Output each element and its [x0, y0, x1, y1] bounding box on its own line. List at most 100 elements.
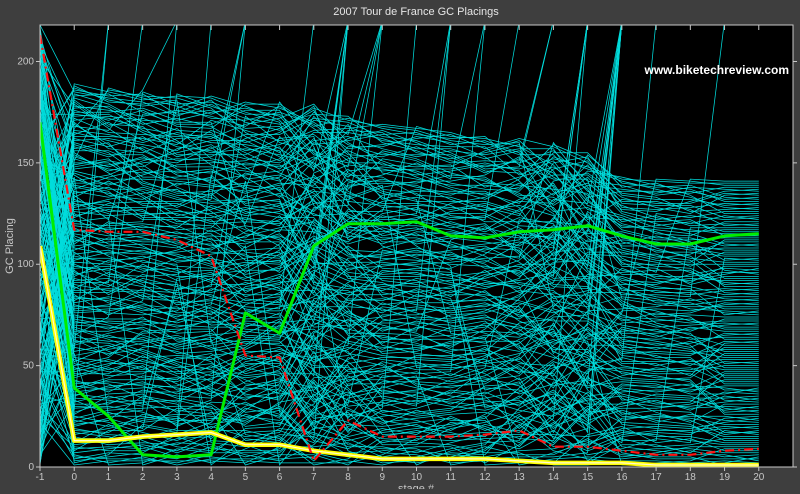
- field-line: [40, 184, 759, 285]
- x-tick-label: 6: [277, 472, 283, 483]
- field-line: [40, 183, 759, 466]
- field-line: [40, 134, 759, 456]
- field-line: [40, 25, 622, 440]
- x-tick-label: 11: [446, 472, 457, 483]
- field-line: [40, 142, 759, 409]
- x-tick-label: 3: [174, 472, 180, 483]
- field-line: [40, 150, 759, 388]
- field-line: [40, 71, 759, 435]
- field-line: [40, 93, 759, 316]
- field-line: [40, 116, 759, 448]
- field-line: [40, 25, 622, 434]
- field-line: [40, 25, 451, 328]
- field-line: [40, 25, 348, 270]
- field-line: [40, 162, 759, 450]
- field-line: [40, 120, 759, 227]
- x-tick-label: -1: [36, 472, 45, 483]
- field-line: [40, 41, 759, 328]
- highlight-line-red-rider: [40, 34, 759, 462]
- field-line: [40, 25, 622, 425]
- field-line: [40, 43, 759, 247]
- field-line: [40, 172, 759, 441]
- field-line: [40, 104, 759, 290]
- field-line: [40, 117, 759, 257]
- field-line: [40, 219, 759, 281]
- x-tick-label: 0: [71, 472, 77, 483]
- field-line: [40, 29, 759, 338]
- field-line: [40, 97, 759, 330]
- field-line: [40, 25, 246, 433]
- field-line: [40, 25, 177, 415]
- field-line: [40, 25, 553, 168]
- field-line: [40, 274, 759, 454]
- field-line: [40, 25, 519, 221]
- highlight-lines-group: [40, 34, 759, 467]
- x-tick-label: 4: [208, 472, 214, 483]
- field-line: [40, 83, 759, 346]
- field-line: [40, 25, 553, 393]
- x-tick-label: 14: [548, 472, 560, 483]
- field-line: [40, 148, 759, 464]
- field-line: [40, 25, 383, 354]
- field-line: [40, 45, 759, 358]
- field-line: [40, 95, 759, 243]
- field-line: [40, 25, 588, 464]
- field-line: [40, 118, 759, 393]
- field-line: [40, 148, 759, 403]
- x-axis-label: stage #: [398, 483, 435, 489]
- field-line: [40, 103, 759, 308]
- highlight-line-green-rider: [40, 122, 759, 459]
- field-line: [40, 113, 759, 235]
- field-line: [40, 25, 588, 278]
- field-line: [40, 160, 759, 212]
- field-line: [40, 25, 622, 273]
- field-line: [40, 97, 759, 391]
- watermark-text: www.biketechreview.com: [644, 63, 790, 77]
- x-tick-label: 10: [411, 472, 423, 483]
- field-line: [40, 152, 759, 441]
- field-line: [40, 25, 176, 131]
- field-line: [40, 31, 759, 432]
- x-tick-label: 13: [514, 472, 526, 483]
- x-tick-label: 7: [311, 472, 317, 483]
- field-line: [40, 227, 759, 454]
- field-line: [40, 322, 759, 460]
- x-tick-label: 18: [685, 472, 697, 483]
- field-line: [40, 103, 759, 298]
- y-axis-label: GC Placing: [4, 218, 16, 274]
- field-line: [40, 25, 622, 466]
- field-line: [40, 95, 759, 415]
- field-line: [40, 128, 759, 377]
- x-tick-label: 9: [379, 472, 385, 483]
- y-tick-label: 0: [28, 462, 34, 473]
- axis-ticks-group: -1 0 1 2 3 4 5 6 7 8 9 10 11 12 13 14 15 16 17 18 19 20050100…: [17, 25, 797, 483]
- field-line: [40, 25, 451, 269]
- field-line: [40, 25, 348, 275]
- field-line: [40, 25, 348, 377]
- x-tick-label: 20: [753, 472, 765, 483]
- x-tick-label: 2: [140, 472, 146, 483]
- field-line: [40, 25, 382, 374]
- x-tick-label: 19: [719, 472, 731, 483]
- field-line: [40, 324, 759, 464]
- field-line: [40, 73, 759, 466]
- field-line: [40, 119, 759, 235]
- field-line: [40, 25, 622, 338]
- field-line: [40, 25, 314, 310]
- x-tick-label: 15: [582, 472, 594, 483]
- field-line: [40, 39, 759, 462]
- field-line: [40, 25, 349, 440]
- y-tick-label: 100: [17, 259, 34, 270]
- field-line: [40, 103, 759, 227]
- chart-title: 2007 Tour de France GC Placings: [333, 6, 499, 18]
- field-line: [40, 119, 759, 265]
- field-line: [40, 146, 759, 348]
- x-tick-label: 1: [106, 472, 112, 483]
- x-tick-label: 12: [479, 472, 491, 483]
- field-line: [40, 135, 759, 287]
- x-tick-label: 16: [616, 472, 628, 483]
- field-line: [40, 105, 759, 233]
- x-tick-label: 8: [345, 472, 351, 483]
